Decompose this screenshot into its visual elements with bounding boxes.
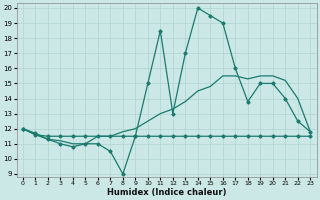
- X-axis label: Humidex (Indice chaleur): Humidex (Indice chaleur): [107, 188, 226, 197]
